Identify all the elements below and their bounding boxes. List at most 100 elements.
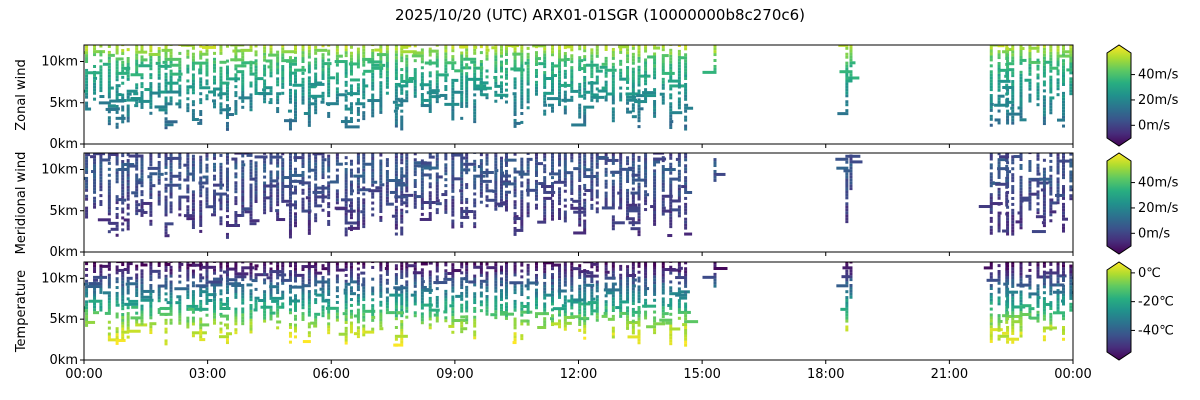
heatmap-cell <box>186 187 190 191</box>
heatmap-cell <box>601 206 615 210</box>
heatmap-cell <box>225 173 229 177</box>
heatmap-cell <box>276 326 280 330</box>
heatmap-cell <box>167 102 173 106</box>
heatmap-cell <box>362 213 366 217</box>
heatmap-cell <box>604 95 608 99</box>
heatmap-cell <box>1030 46 1040 50</box>
heatmap-cell <box>269 74 273 78</box>
heatmap-cell <box>219 306 231 310</box>
heatmap-cell <box>314 171 318 175</box>
heatmap-cell <box>169 54 173 58</box>
heatmap-cell <box>713 45 717 48</box>
heatmap-cell <box>420 283 424 287</box>
heatmap-cell <box>356 273 360 277</box>
heatmap-cell <box>626 197 630 201</box>
heatmap-cell <box>435 301 439 305</box>
heatmap-cell <box>314 75 318 79</box>
heatmap-cell <box>413 267 417 271</box>
heatmap-cell <box>1056 153 1060 157</box>
heatmap-cell <box>1019 73 1023 77</box>
heatmap-cell <box>356 279 360 283</box>
heatmap-cell <box>583 69 587 73</box>
heatmap-cell <box>604 74 608 78</box>
heatmap-cell <box>385 61 389 65</box>
heatmap-cell <box>1006 161 1010 165</box>
heatmap-cell <box>684 85 688 89</box>
heatmap-cell <box>637 215 641 219</box>
heatmap-cell <box>504 178 508 182</box>
heatmap-cell <box>653 76 657 80</box>
heatmap-cell <box>504 52 508 56</box>
heatmap-cell <box>327 328 331 332</box>
heatmap-cell <box>845 214 849 218</box>
heatmap-cell <box>307 103 311 107</box>
heatmap-cell <box>669 219 673 223</box>
heatmap-cell <box>1049 204 1053 208</box>
heatmap-cell <box>1042 203 1046 207</box>
heatmap-cell <box>276 164 280 168</box>
heatmap-cell <box>669 66 673 70</box>
heatmap-cell <box>653 213 657 217</box>
heatmap-cell <box>626 51 630 55</box>
heatmap-cell <box>644 184 648 188</box>
heatmap-cell <box>225 65 229 69</box>
heatmap-cell <box>293 104 297 108</box>
heatmap-cell <box>219 90 223 94</box>
heatmap-cell <box>420 189 424 193</box>
heatmap-cell <box>494 55 498 59</box>
heatmap-cell <box>84 309 89 313</box>
heatmap-cell <box>234 292 238 296</box>
heatmap-cell <box>479 159 483 163</box>
heatmap-cell <box>99 267 103 271</box>
heatmap-cell <box>178 177 182 181</box>
heatmap-cell <box>281 290 285 294</box>
heatmap-cell <box>128 164 139 168</box>
heatmap-cell <box>126 92 132 96</box>
heatmap-cell <box>669 96 673 100</box>
heatmap-cell <box>254 59 258 63</box>
heatmap-cell <box>85 197 89 201</box>
heatmap-cell <box>263 205 267 209</box>
heatmap-cell <box>121 183 125 187</box>
heatmap-cell <box>578 193 582 197</box>
heatmap-cell <box>191 334 195 338</box>
heatmap-cell <box>219 327 223 331</box>
heatmap-cell <box>583 64 587 68</box>
heatmap-cell <box>595 78 599 82</box>
heatmap-cell <box>301 162 305 166</box>
heatmap-cell <box>543 199 547 203</box>
heatmap-cell <box>1049 75 1053 79</box>
heatmap-cell <box>213 66 217 70</box>
heatmap-cell <box>149 193 153 197</box>
heatmap-cell <box>205 193 209 197</box>
heatmap-cell <box>126 119 130 123</box>
heatmap-cell <box>149 310 153 314</box>
heatmap-cell <box>465 321 469 325</box>
heatmap-cell <box>619 68 623 72</box>
heatmap-cell <box>135 273 139 277</box>
heatmap-cell <box>604 203 608 207</box>
heatmap-cell <box>570 78 574 82</box>
heatmap-cell <box>321 164 325 168</box>
heatmap-cell <box>1007 62 1015 66</box>
heatmap-cell <box>526 214 530 218</box>
heatmap-cell <box>444 45 448 47</box>
heatmap-cell <box>520 79 524 83</box>
heatmap-cell <box>994 118 1001 122</box>
heatmap-cell <box>1041 221 1046 225</box>
heatmap-cell <box>669 111 683 115</box>
heatmap-cell <box>550 53 554 57</box>
heatmap-cell <box>558 187 562 191</box>
heatmap-cell <box>473 309 477 313</box>
heatmap-cell <box>307 310 311 314</box>
heatmap-cell <box>1019 82 1023 86</box>
heatmap-cell <box>149 262 153 264</box>
heatmap-cell <box>327 214 331 218</box>
heatmap-cell <box>99 164 103 168</box>
heatmap-cell <box>677 64 681 68</box>
heatmap-cell <box>583 153 587 155</box>
heatmap-cell <box>435 154 439 158</box>
heatmap-cell <box>149 331 153 335</box>
heatmap-cell <box>115 280 119 284</box>
